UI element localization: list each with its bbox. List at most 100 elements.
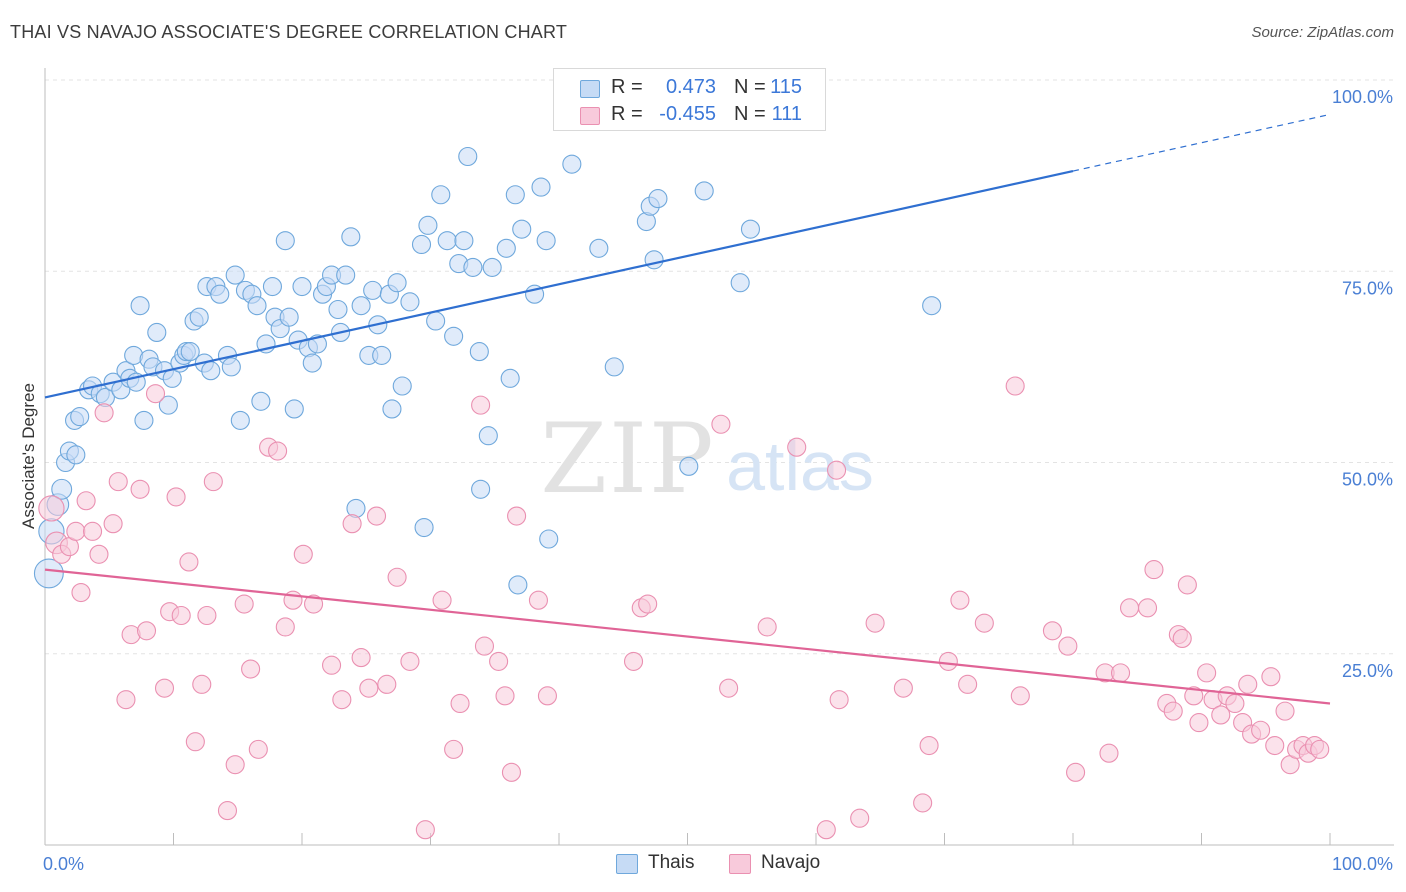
navajo-point-50 — [471, 395, 491, 415]
thais-point-87 — [469, 342, 489, 362]
thais-point-44 — [247, 296, 267, 316]
navajo-point-0 — [38, 495, 65, 522]
navajo-point-60 — [638, 594, 658, 614]
navajo-point-21 — [179, 552, 199, 572]
thais-point-50 — [275, 231, 295, 251]
navajo-point-53 — [495, 686, 515, 706]
navajo-point-68 — [850, 808, 870, 828]
navajo-point-56 — [528, 590, 548, 610]
legend-thais-swatch — [616, 854, 638, 874]
x-ticks — [173, 833, 1331, 845]
thais-r-value: 0.473 — [665, 76, 716, 98]
navajo-point-15 — [136, 621, 157, 641]
navajo-point-10 — [103, 514, 123, 534]
thais-point-99 — [539, 529, 559, 549]
thais-point-79 — [426, 311, 446, 331]
navajo-point-75 — [958, 674, 978, 694]
thais-n-label: N = — [734, 76, 766, 98]
navajo-n-label: N = — [734, 103, 766, 125]
navajo-point-20 — [171, 605, 191, 626]
thais-point-37 — [210, 284, 230, 304]
navajo-point-106 — [1275, 701, 1295, 721]
thais-swatch — [580, 80, 600, 98]
navajo-trend-line — [44, 568, 1331, 705]
thais-point-30 — [180, 342, 200, 362]
thais-point-64 — [341, 227, 361, 247]
navajo-point-43 — [377, 674, 397, 694]
x-tick-label-max: 100.0% — [1332, 854, 1393, 874]
thais-point-88 — [471, 479, 491, 499]
thais-point-56 — [302, 353, 322, 373]
navajo-point-8 — [89, 544, 109, 564]
thais-point-23 — [147, 322, 167, 343]
thais-point-40 — [225, 265, 245, 285]
navajo-point-78 — [1010, 686, 1030, 706]
navajo-point-48 — [444, 739, 464, 759]
navajo-swatch — [580, 107, 600, 125]
legend-row-thais: R = 0.473 N = 115 — [554, 73, 825, 101]
navajo-point-40 — [351, 648, 371, 668]
thais-point-45 — [251, 391, 271, 411]
thais-point-52 — [284, 399, 304, 419]
chart-source: Source: ZipAtlas.com — [1251, 24, 1394, 41]
stats-legend: R = 0.473 N = 115 R = -0.455 N = 111 — [553, 68, 826, 131]
navajo-r-value: -0.455 — [659, 103, 716, 125]
navajo-point-25 — [203, 472, 223, 492]
navajo-point-66 — [827, 460, 847, 480]
x-tick-label-min: 0.0% — [43, 854, 84, 874]
navajo-point-91 — [1172, 628, 1192, 649]
thais-point-51 — [279, 307, 299, 327]
navajo-point-6 — [76, 491, 96, 511]
thais-point-76 — [411, 234, 432, 255]
thais-point-63 — [336, 265, 356, 285]
navajo-point-54 — [501, 762, 522, 782]
navajo-point-57 — [537, 686, 557, 706]
thais-point-78 — [418, 215, 438, 235]
grid-lines — [45, 79, 1394, 655]
thais-point-39 — [221, 357, 241, 377]
navajo-point-62 — [719, 678, 739, 698]
thais-n-value: 115 — [770, 76, 802, 98]
navajo-point-77 — [1005, 376, 1025, 396]
thais-point-54 — [292, 276, 312, 297]
navajo-point-37 — [322, 655, 342, 675]
navajo-point-36 — [304, 594, 324, 614]
navajo-point-76 — [974, 613, 994, 633]
navajo-point-61 — [711, 414, 731, 434]
navajo-point-26 — [217, 801, 238, 821]
series-navajo-points — [38, 376, 1330, 840]
navajo-r-label: R = — [611, 103, 643, 125]
navajo-point-41 — [359, 678, 379, 698]
navajo-point-27 — [225, 755, 245, 775]
thais-point-106 — [648, 189, 668, 209]
navajo-point-9 — [94, 403, 114, 423]
navajo-point-105 — [1265, 735, 1285, 756]
navajo-point-86 — [1137, 598, 1158, 618]
navajo-point-72 — [919, 735, 939, 756]
navajo-point-101 — [1238, 674, 1258, 694]
thais-point-86 — [463, 257, 483, 277]
y-tick-label-50: 50.0% — [1342, 470, 1393, 490]
thais-trend-line — [44, 169, 1074, 399]
navajo-point-74 — [950, 590, 970, 610]
navajo-point-47 — [432, 590, 452, 610]
y-axis-title: Associate's Degree — [19, 383, 38, 529]
navajo-point-22 — [185, 732, 205, 752]
thais-point-90 — [482, 257, 502, 277]
trend-lines — [44, 113, 1331, 705]
thais-point-109 — [730, 273, 750, 293]
thais-point-111 — [922, 296, 942, 316]
navajo-point-28 — [234, 594, 254, 614]
thais-point-100 — [562, 154, 582, 174]
thais-point-89 — [478, 426, 498, 446]
thais-point-77 — [414, 517, 434, 538]
thais-point-101 — [589, 238, 609, 258]
navajo-point-38 — [332, 690, 352, 710]
thais-point-41 — [230, 410, 250, 430]
navajo-point-95 — [1197, 663, 1217, 683]
thais-point-105 — [644, 250, 664, 270]
navajo-point-17 — [154, 678, 175, 698]
thais-trend-extension — [1072, 113, 1331, 172]
navajo-point-97 — [1211, 705, 1231, 725]
